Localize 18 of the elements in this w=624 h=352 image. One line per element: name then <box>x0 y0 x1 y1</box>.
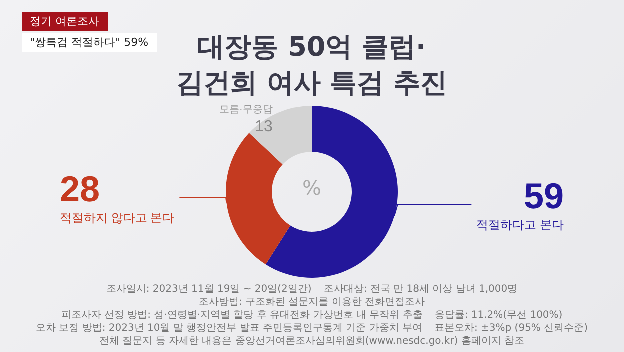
data-label: 59 <box>524 175 564 216</box>
text: 조사방법: 구조화된 설문지를 이용한 전화면접조사 <box>198 297 426 309</box>
text: 응답률: 11.2%(무선 100%) <box>434 310 563 322</box>
slice-label: 적절하지 않다고 본다 <box>60 210 175 225</box>
data-label: 28 <box>60 168 100 210</box>
text: 표본오차: ±3%p (95% 신뢰수준) <box>434 323 588 335</box>
text: "쌍특검 적절하다" 59% <box>22 33 157 52</box>
text: 전체 질문지 등 자세한 내용은 중앙선거여론조사심의위원회(www.nesdc.go.kr) 홈페이지 참조 <box>100 336 524 348</box>
slice-label: 적절하다고 본다 <box>476 218 564 232</box>
text: 오차 보정 방법: 2023년 10월 말 행정안전부 발표 주민등록인구통계 기준 가중치 부여 <box>36 323 422 335</box>
slice-label: 모름·무응답 <box>220 104 273 116</box>
data-label: 13 <box>255 118 273 136</box>
chart-title: 대장동 50억 클럽· 김건희 여사 특검 추진 <box>176 32 448 99</box>
text: 조사일시: 2023년 11월 19일 ~ 20일(2일간) <box>106 284 312 296</box>
text: % <box>302 176 322 200</box>
text: 조사대상: 전국 만 18세 이상 남녀 1,000명 <box>324 284 518 296</box>
text: 피조사자 선정 방법: 성·연령별·지역별 할당 후 유대전화 가상번호 내 무작위 추출 <box>61 310 423 322</box>
chart-subtitle: 정기 여론조사 <box>22 12 108 31</box>
